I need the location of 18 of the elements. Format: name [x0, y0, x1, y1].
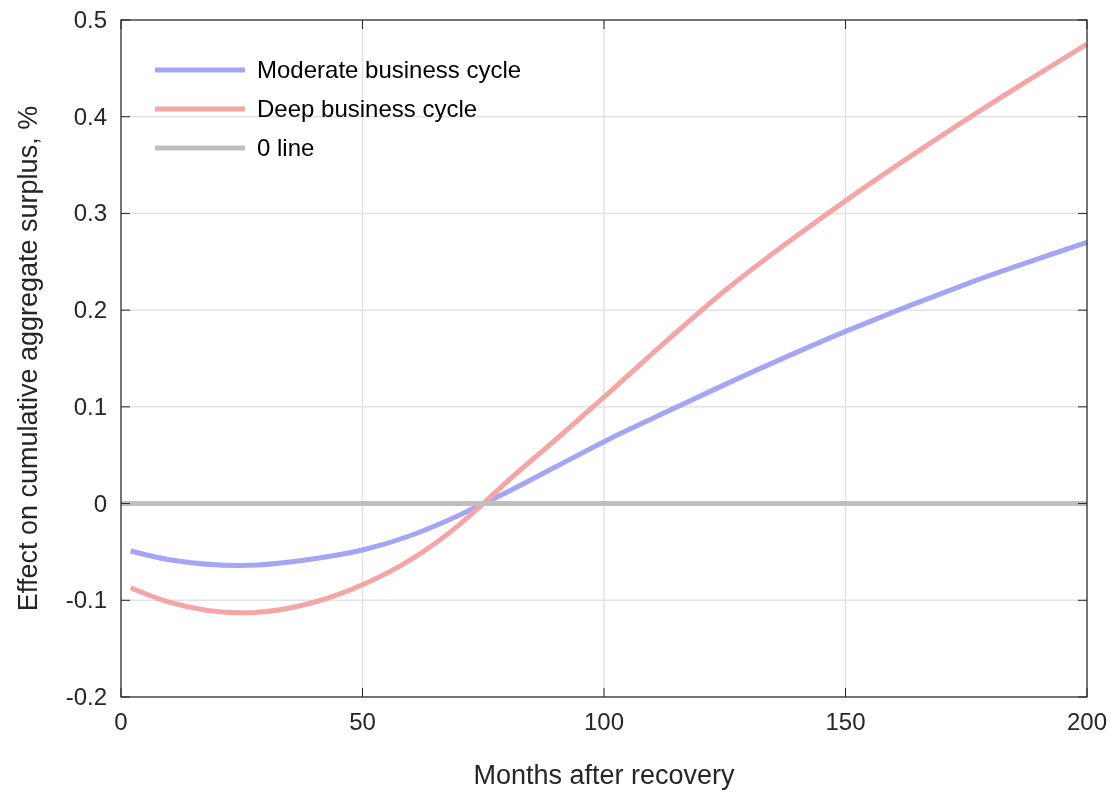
- y-axis-title: Effect on cumulative aggregate surplus, %: [13, 105, 43, 612]
- x-tick-label: 50: [349, 708, 376, 735]
- y-tick-label: 0.3: [73, 199, 107, 227]
- legend-label: Deep business cycle: [257, 95, 478, 122]
- x-tick-label: 0: [114, 708, 128, 735]
- x-tick-label: 100: [583, 708, 625, 735]
- y-tick-label: 0.1: [73, 392, 107, 420]
- y-tick-label: 0: [93, 489, 107, 517]
- x-tick-label: 200: [1066, 708, 1108, 735]
- y-tick-label: -0.1: [65, 586, 107, 614]
- y-tick-label: 0.2: [73, 296, 107, 324]
- y-tick-label: -0.2: [65, 683, 107, 710]
- legend-label: 0 line: [257, 134, 315, 161]
- x-tick-label: 150: [825, 708, 866, 735]
- legend-label: Moderate business cycle: [257, 56, 522, 83]
- y-tick-label: 0.5: [73, 6, 107, 33]
- y-tick-label: 0.4: [73, 102, 107, 130]
- x-axis-title: Months after recovery: [473, 760, 736, 790]
